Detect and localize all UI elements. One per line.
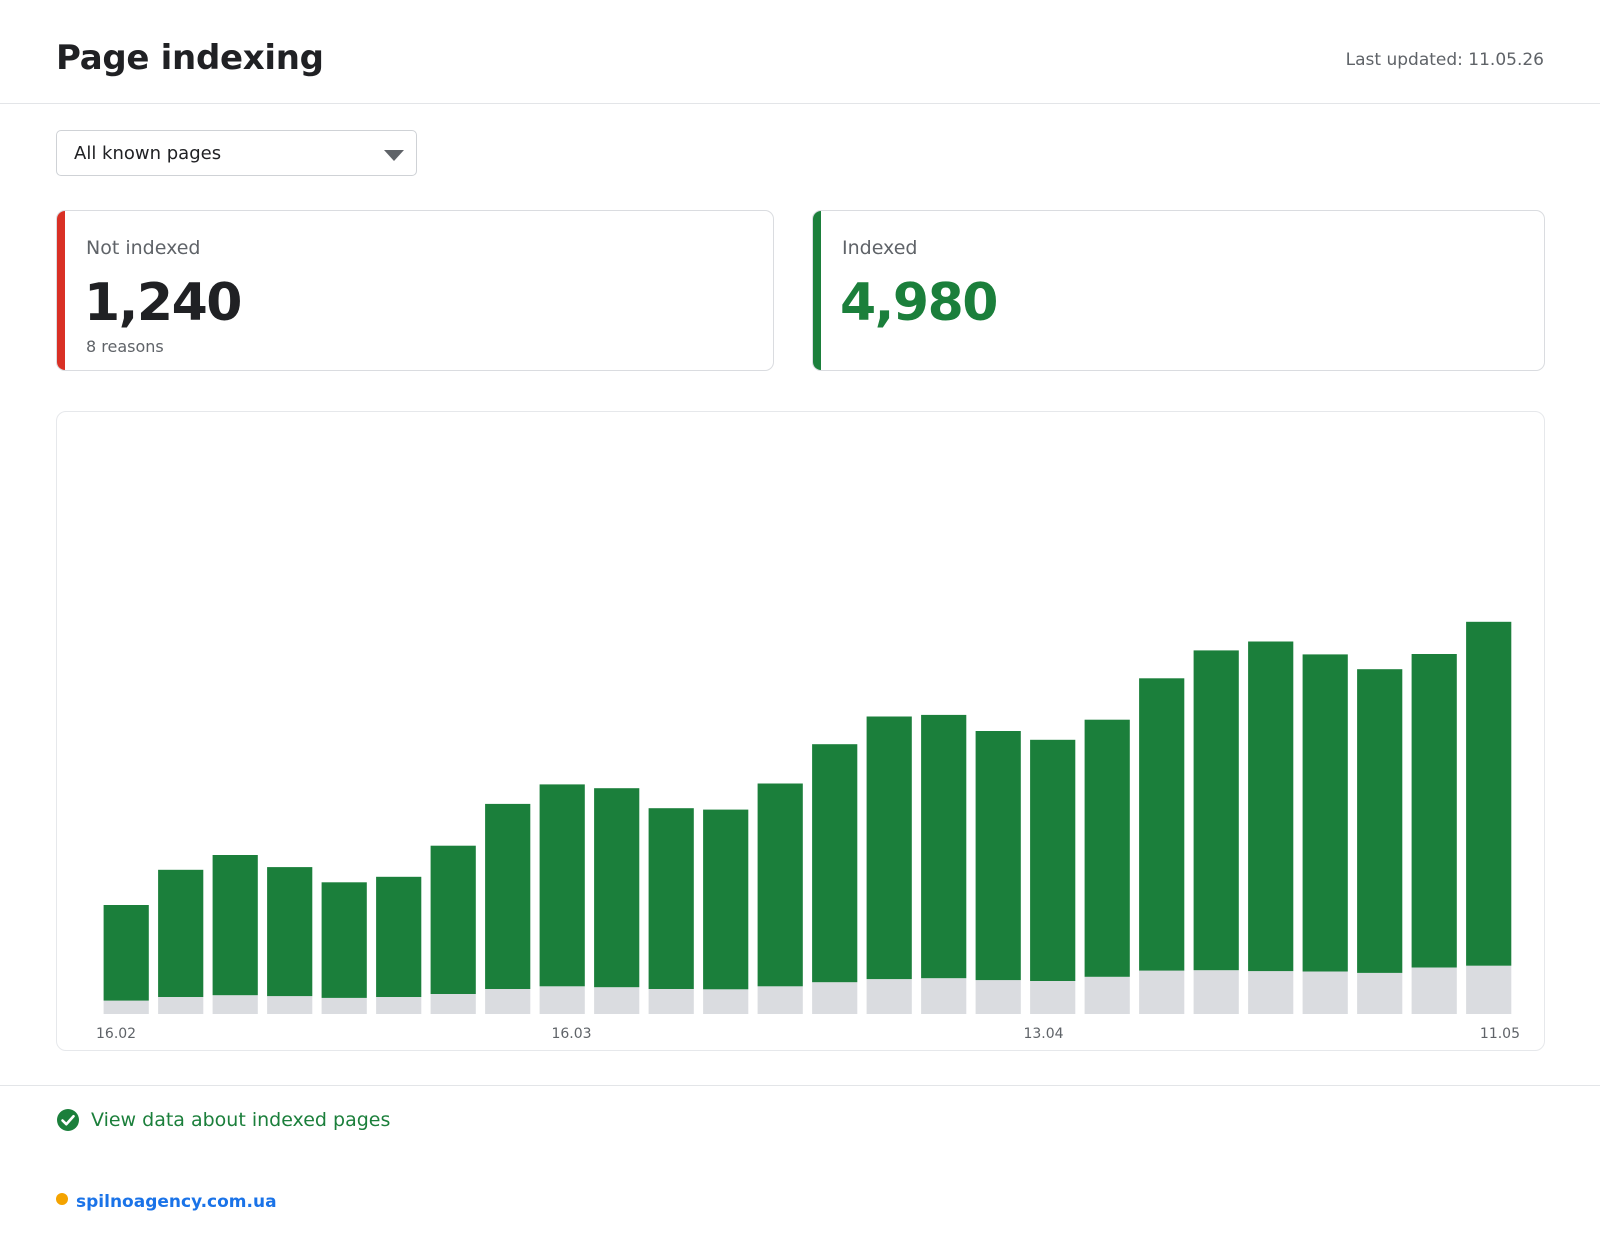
not-indexed-bar[interactable] <box>1084 976 1130 1014</box>
indexed-bar[interactable] <box>321 882 367 998</box>
not-indexed-accent-bar <box>57 211 65 370</box>
not-indexed-bar[interactable] <box>757 986 803 1014</box>
not-indexed-bar[interactable] <box>866 979 912 1014</box>
not-indexed-count: 1,240 <box>84 273 242 333</box>
not-indexed-bar[interactable] <box>812 982 858 1014</box>
not-indexed-bar[interactable] <box>975 980 1021 1014</box>
not-indexed-bar[interactable] <box>1302 971 1348 1015</box>
indexed-bar[interactable] <box>1030 739 1076 981</box>
not-indexed-bar[interactable] <box>594 987 640 1014</box>
not-indexed-bar[interactable] <box>376 997 422 1014</box>
indexed-bar[interactable] <box>267 867 313 997</box>
view-indexed-pages-label: View data about indexed pages <box>91 1109 391 1131</box>
brand-link[interactable]: spilnoagency.com.ua <box>76 1192 277 1212</box>
indexed-bar[interactable] <box>158 869 204 997</box>
indexed-bar[interactable] <box>212 855 258 996</box>
indexed-bar[interactable] <box>1466 621 1512 966</box>
indexed-bar[interactable] <box>1411 654 1457 968</box>
not-indexed-bar[interactable] <box>539 986 585 1014</box>
brand-dot-icon <box>56 1193 68 1205</box>
indexing-bar-chart: 16.02 16.03 13.04 11.05 <box>96 621 1520 1042</box>
pages-filter-dropdown[interactable]: All known pages <box>56 130 417 176</box>
indexed-count: 4,980 <box>840 273 998 333</box>
brand: spilnoagency.com.ua <box>56 1192 277 1212</box>
indexed-bar[interactable] <box>430 845 476 994</box>
not-indexed-bar[interactable] <box>1411 967 1457 1015</box>
indexed-bar[interactable] <box>812 744 858 983</box>
last-updated-label: Last updated: 11.05.26 <box>1345 50 1544 70</box>
indexed-bar[interactable] <box>1248 641 1294 972</box>
page-title: Page indexing <box>56 38 324 78</box>
indexed-card[interactable]: Indexed 4,980 <box>812 210 1545 371</box>
pages-filter-value: All known pages <box>74 143 222 164</box>
indexed-bar[interactable] <box>703 809 749 990</box>
not-indexed-bar[interactable] <box>703 989 749 1014</box>
x-axis-tick-label: 16.03 <box>551 1026 591 1042</box>
not-indexed-bar[interactable] <box>485 989 531 1014</box>
x-axis-tick-label: 13.04 <box>1023 1026 1063 1042</box>
not-indexed-bar[interactable] <box>1357 972 1403 1014</box>
indexed-bar[interactable] <box>866 716 912 980</box>
indexed-bar[interactable] <box>648 808 694 989</box>
not-indexed-bar[interactable] <box>1030 980 1076 1014</box>
view-indexed-pages-link[interactable]: View data about indexed pages <box>56 1107 390 1133</box>
indexed-bar[interactable] <box>1302 654 1348 972</box>
indexed-bar[interactable] <box>1193 650 1239 971</box>
indexed-bar[interactable] <box>757 783 803 987</box>
not-indexed-bar[interactable] <box>1248 971 1294 1014</box>
indexed-bar[interactable] <box>1139 678 1185 971</box>
indexed-bar[interactable] <box>594 788 640 988</box>
indexed-bar[interactable] <box>1357 669 1403 973</box>
indexed-bar[interactable] <box>1084 719 1130 977</box>
indexed-accent-bar <box>813 211 821 370</box>
indexed-bar[interactable] <box>376 876 422 997</box>
not-indexed-bar[interactable] <box>212 995 258 1014</box>
not-indexed-card[interactable]: Not indexed 1,240 8 reasons <box>56 210 774 371</box>
not-indexed-bar[interactable] <box>1139 970 1185 1014</box>
indexed-bar[interactable] <box>975 731 1021 981</box>
indexed-label: Indexed <box>842 237 918 259</box>
footer-divider <box>0 1085 1600 1086</box>
chevron-down-icon <box>384 150 404 161</box>
not-indexed-bar[interactable] <box>158 997 204 1014</box>
indexed-bar[interactable] <box>103 905 149 1001</box>
check-circle-icon <box>57 1109 79 1131</box>
not-indexed-bar[interactable] <box>430 994 476 1014</box>
not-indexed-bar[interactable] <box>1466 965 1512 1014</box>
indexing-chart-card: 16.02 16.03 13.04 11.05 <box>56 411 1545 1051</box>
x-axis-tick-label: 16.02 <box>96 1026 136 1042</box>
not-indexed-reasons: 8 reasons <box>86 337 164 356</box>
x-axis-tick-label: 11.05 <box>1480 1026 1520 1042</box>
not-indexed-bar[interactable] <box>321 997 367 1014</box>
not-indexed-label: Not indexed <box>86 237 201 259</box>
not-indexed-bar[interactable] <box>103 1000 149 1014</box>
not-indexed-bar[interactable] <box>648 989 694 1014</box>
not-indexed-bar[interactable] <box>267 996 313 1014</box>
indexed-bar[interactable] <box>921 714 967 979</box>
not-indexed-bar[interactable] <box>921 978 967 1014</box>
indexed-bar[interactable] <box>539 784 585 987</box>
page-header: Page indexing Last updated: 11.05.26 <box>0 0 1600 104</box>
not-indexed-bar[interactable] <box>1193 970 1239 1014</box>
indexed-bar[interactable] <box>485 803 531 989</box>
